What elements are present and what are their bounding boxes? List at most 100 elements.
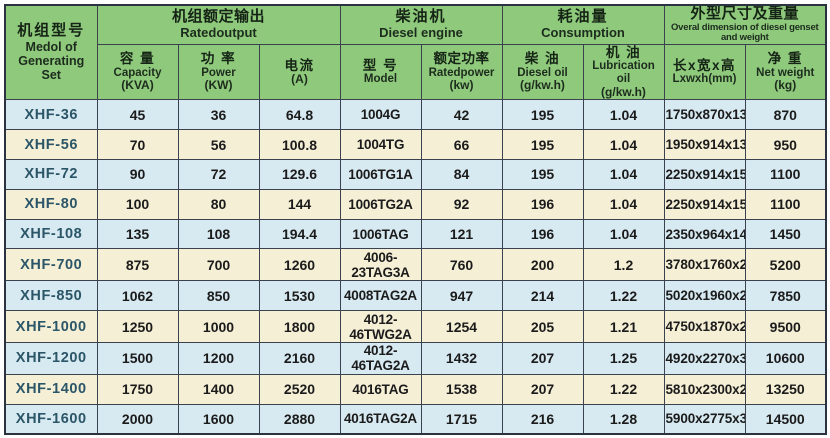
column-header-model: 机组型号 Medol of Generating Set bbox=[4, 4, 98, 101]
cell-diesel-oil: 214 bbox=[501, 280, 584, 312]
column-header-lubrication-oil: 机 油 Lubrication oil (g/kw.h) bbox=[582, 44, 665, 101]
cell-rated-power: 66 bbox=[420, 129, 503, 160]
cell-rated-power: 121 bbox=[420, 218, 503, 250]
cell-diesel-oil: 195 bbox=[501, 99, 584, 131]
header-diesel-oil-cn: 柴 油 bbox=[524, 51, 561, 67]
header-capacity-cn: 容 量 bbox=[119, 51, 156, 67]
cell-net-weight: 14500 bbox=[744, 403, 827, 435]
table-row: XHF-1400 1750 1400 2520 4016TAG 1538 207 1.22 58… bbox=[4, 373, 827, 405]
cell-dimension: 2250x914x1500 bbox=[663, 188, 746, 220]
cell-diesel-oil: 195 bbox=[501, 129, 584, 160]
column-header-rated-power: 额定功率 Ratedpower (kw) bbox=[420, 44, 503, 101]
cell-dimension: 4920x2270x3050 bbox=[663, 341, 746, 375]
cell-power: 1600 bbox=[177, 403, 260, 435]
header-dimension-en: Lxwxh(mm) bbox=[672, 73, 737, 86]
cell-model: XHF-1600 bbox=[4, 403, 98, 435]
table-body: XHF-36453664.81004G421951.041750x870x132… bbox=[4, 99, 827, 435]
cell-rated-power: 42 bbox=[420, 99, 503, 131]
cell-engine-model: 4008TAG2A bbox=[339, 280, 422, 312]
cell-model: XHF-72 bbox=[4, 158, 98, 190]
cell-dimension: 5810x2300x2950 bbox=[663, 373, 746, 405]
column-group-header-diesel-engine: 柴油机 Diesel engine bbox=[339, 4, 503, 46]
header-lubrication-oil-cn: 机 油 bbox=[605, 45, 642, 61]
cell-dimension: 2350x964x1450 bbox=[663, 218, 746, 250]
column-header-net-weight: 净 重 Net weight (kg) bbox=[744, 44, 827, 101]
cell-diesel-oil: 216 bbox=[501, 403, 584, 435]
column-header-dimension: 长x宽x高 Lxwxh(mm) bbox=[663, 44, 746, 101]
header-power-en: Power bbox=[201, 66, 236, 79]
cell-power: 36 bbox=[177, 99, 260, 131]
cell-engine-model: 1006TG2A bbox=[339, 188, 422, 220]
cell-capacity: 135 bbox=[96, 218, 179, 250]
header-lubrication-oil-unit: (g/kw.h) bbox=[601, 84, 646, 99]
cell-power: 1000 bbox=[177, 310, 260, 343]
cell-model: XHF-700 bbox=[4, 248, 98, 282]
table-row: XHF-72 90 72 129.6 1006TG1A 84 195 1.04 2250x914… bbox=[4, 158, 827, 190]
column-header-engine-model: 型 号 Model bbox=[339, 44, 422, 101]
header-power-unit: (KW) bbox=[204, 78, 233, 93]
cell-net-weight: 7850 bbox=[744, 280, 827, 312]
header-dimension-cn: 长x宽x高 bbox=[672, 58, 737, 74]
table-header: 机组型号 Medol of Generating Set 机组额定输出 Rate… bbox=[4, 4, 827, 101]
cell-power: 1400 bbox=[177, 373, 260, 405]
cell-current: 1530 bbox=[258, 280, 341, 312]
cell-rated-power: 92 bbox=[420, 188, 503, 220]
cell-capacity: 1250 bbox=[96, 310, 179, 343]
table-row: XHF-1200 1500 1200 2160 4012-46TAG2A 1432 207 1… bbox=[4, 341, 827, 375]
cell-power: 72 bbox=[177, 158, 260, 190]
cell-engine-model: 1006TAG bbox=[339, 218, 422, 250]
cell-rated-power: 1432 bbox=[420, 341, 503, 375]
header-consumption-en: Consumption bbox=[541, 25, 625, 41]
cell-dimension: 1950x914x1340 bbox=[663, 129, 746, 160]
table-row: XHF-850 1062 850 1530 4008TAG2A 947 214 1.22 502… bbox=[4, 280, 827, 312]
cell-lubrication-oil: 1.04 bbox=[582, 158, 665, 190]
cell-diesel-oil: 196 bbox=[501, 218, 584, 250]
column-header-capacity: 容 量 Capacity (KVA) bbox=[96, 44, 179, 101]
cell-current: 2160 bbox=[258, 341, 341, 375]
header-model-en-2: Generating bbox=[18, 54, 85, 69]
cell-engine-model: 1004TG bbox=[339, 129, 422, 160]
cell-net-weight: 950 bbox=[744, 129, 827, 160]
cell-model: XHF-80 bbox=[4, 188, 98, 220]
cell-rated-power: 760 bbox=[420, 248, 503, 282]
cell-engine-model: 4016TAG2A bbox=[339, 403, 422, 435]
genset-specification-table: 机组型号 Medol of Generating Set 机组额定输出 Rate… bbox=[4, 4, 827, 435]
cell-power: 56 bbox=[177, 129, 260, 160]
cell-capacity: 875 bbox=[96, 248, 179, 282]
cell-lubrication-oil: 1.25 bbox=[582, 341, 665, 375]
header-rated-output-en: Ratedoutput bbox=[180, 25, 257, 41]
header-overall-dimension-en: Overal dimension of diesel genset and we… bbox=[670, 21, 819, 44]
cell-lubrication-oil: 1.04 bbox=[582, 188, 665, 220]
header-current-unit: (A) bbox=[291, 72, 308, 87]
header-engine-model-en: Model bbox=[363, 73, 398, 86]
cell-rated-power: 947 bbox=[420, 280, 503, 312]
header-rated-output-cn: 机组额定输出 bbox=[171, 8, 265, 26]
cell-model: XHF-1000 bbox=[4, 310, 98, 343]
column-header-power: 功 率 Power (KW) bbox=[177, 44, 260, 101]
header-rated-power-unit: (kw) bbox=[449, 78, 474, 93]
header-net-weight-cn: 净 重 bbox=[767, 51, 803, 67]
header-consumption-cn: 耗油量 bbox=[557, 8, 609, 26]
table-row: XHF-1000 1250 1000 1800 4012-46TWG2A 1254 205 1… bbox=[4, 310, 827, 343]
cell-rated-power: 1254 bbox=[420, 310, 503, 343]
cell-dimension: 3780x1760x2130 bbox=[663, 248, 746, 282]
cell-model: XHF-1400 bbox=[4, 373, 98, 405]
cell-current: 144 bbox=[258, 188, 341, 220]
cell-current: 194.4 bbox=[258, 218, 341, 250]
cell-dimension: 2250x914x1500 bbox=[663, 158, 746, 190]
cell-model: XHF-850 bbox=[4, 280, 98, 312]
header-capacity-unit: (KVA) bbox=[121, 78, 154, 93]
cell-capacity: 1500 bbox=[96, 341, 179, 375]
column-header-diesel-oil: 柴 油 Diesel oil (g/kw.h) bbox=[501, 44, 584, 101]
header-diesel-engine-cn: 柴油机 bbox=[395, 8, 447, 26]
cell-engine-model: 1006TG1A bbox=[339, 158, 422, 190]
cell-capacity: 70 bbox=[96, 129, 179, 160]
header-diesel-oil-unit: (g/kw.h) bbox=[520, 78, 565, 93]
table-row: XHF-36453664.81004G421951.041750x870x132… bbox=[4, 99, 827, 131]
cell-diesel-oil: 205 bbox=[501, 310, 584, 343]
cell-power: 1200 bbox=[177, 341, 260, 375]
header-model-cn: 机组型号 bbox=[17, 22, 86, 40]
cell-rated-power: 1538 bbox=[420, 373, 503, 405]
cell-engine-model: 4006-23TAG3A bbox=[339, 248, 422, 282]
header-model-en-1: Medol of bbox=[25, 40, 77, 55]
